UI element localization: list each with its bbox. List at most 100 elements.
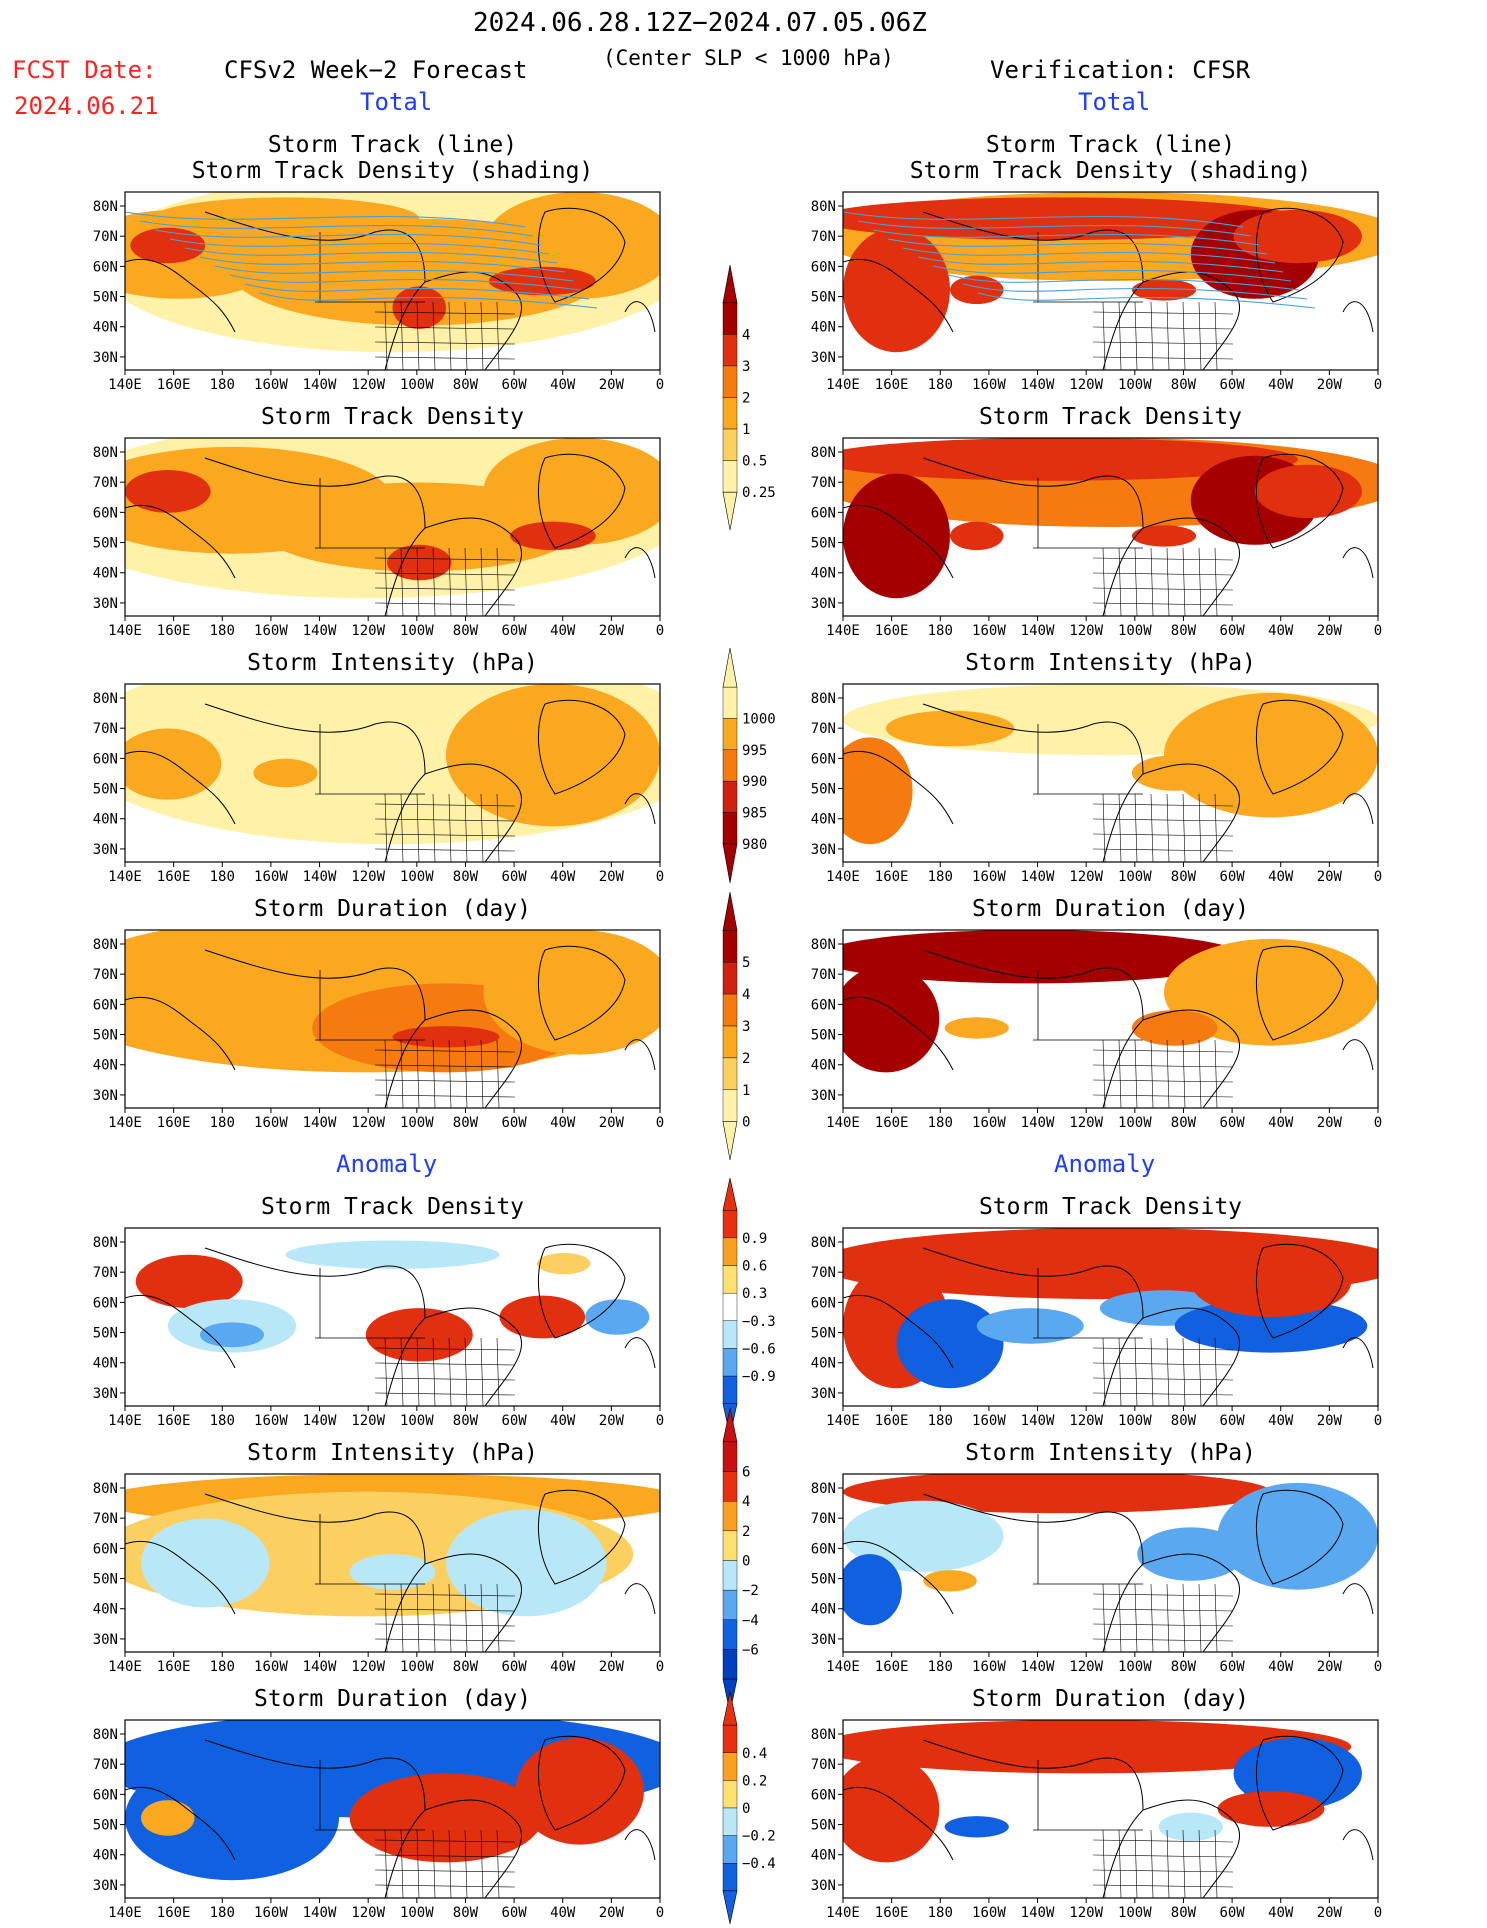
map-duration-anomaly-forecast: 80N 70N 60N 50N 40N 30N 140E 160E 180 160W 140W 120…: [93, 1719, 664, 1921]
lon-tick-label: 100W: [400, 1905, 434, 1921]
lon-tick-label: 60W: [501, 1905, 527, 1921]
shaded-region: [976, 1308, 1084, 1344]
shaded-region: [843, 197, 1298, 241]
lon-tick-label: 160W: [254, 1115, 288, 1131]
lon-tick-label: 80W: [453, 869, 479, 885]
lat-tick-label: 80N: [811, 691, 836, 707]
shaded-region: [130, 227, 206, 264]
lat-tick-label: 40N: [93, 1058, 118, 1074]
colorbar-swatch: [722, 1500, 738, 1532]
lon-tick-label: 120W: [351, 1413, 385, 1429]
lon-tick-label: 0: [1374, 377, 1382, 393]
colorbar-label: 985: [742, 806, 767, 822]
colorbar-swatch: [722, 961, 738, 995]
lon-tick-label: 140W: [1021, 623, 1055, 639]
lon-tick-label: 120W: [351, 623, 385, 639]
left-total-label: Total: [360, 88, 433, 116]
colorbar-swatch: [722, 930, 738, 963]
lon-tick-label: 160E: [875, 1659, 909, 1675]
lon-tick-label: 140W: [303, 869, 337, 885]
lon-tick-label: 0: [1374, 1115, 1382, 1131]
lat-tick-label: 80N: [811, 1235, 836, 1251]
map-frame: [842, 683, 1379, 863]
lon-tick-label: 20W: [599, 1115, 625, 1131]
lon-tick-label: 80W: [453, 1905, 479, 1921]
lon-tick-label: 120W: [1069, 1659, 1103, 1675]
shaded-region: [843, 965, 940, 1073]
lon-tick-label: 60W: [1219, 869, 1245, 885]
shaded-region: [285, 1240, 500, 1269]
lon-tick-label: 0: [1374, 1659, 1382, 1675]
lat-tick-label: 70N: [811, 1265, 836, 1281]
lon-tick-label: 160E: [157, 1905, 191, 1921]
lon-tick-label: 140W: [1021, 869, 1055, 885]
shaded-region: [1217, 1791, 1325, 1827]
shaded-region: [843, 473, 950, 599]
lon-tick-label: 20W: [1317, 623, 1343, 639]
colorbar-label: 0.9: [742, 1231, 767, 1247]
map-intensity-total-verification: 80N 70N 60N 50N 40N 30N 140E 160E 180 160W 140W 120…: [811, 683, 1382, 885]
lon-tick-label: 100W: [400, 1413, 434, 1429]
map-track-total-forecast: 80N 70N 60N 50N 40N 30N 140E 160E 180 160W 140W 120…: [93, 191, 664, 393]
shaded-region: [365, 1308, 473, 1362]
shaded-region: [483, 930, 660, 1055]
lon-tick-label: 160W: [254, 377, 288, 393]
colorbar-swatch: [722, 1619, 738, 1650]
lat-tick-label: 30N: [93, 1632, 118, 1648]
colorbar-swatch: [722, 1752, 738, 1781]
lon-tick-label: 140E: [826, 1905, 860, 1921]
colorbar-label: −0.3: [742, 1314, 776, 1330]
lon-tick-label: 160E: [875, 869, 909, 885]
lat-tick-label: 50N: [93, 1028, 118, 1044]
lon-tick-label: 80W: [453, 1115, 479, 1131]
lon-tick-label: 160W: [972, 869, 1006, 885]
colorbar-swatch: [722, 1589, 738, 1621]
lon-tick-label: 60W: [1219, 1659, 1245, 1675]
colorbar-swatch: [722, 1025, 738, 1059]
colorbar-swatch: [722, 1057, 738, 1091]
lat-tick-label: 50N: [811, 782, 836, 798]
map-intensity-anomaly-verification: 80N 70N 60N 50N 40N 30N 140E 160E 180 160W 140W 120…: [811, 1473, 1382, 1675]
map-frame: [842, 1227, 1379, 1407]
colorbar-swatch: [722, 1863, 738, 1892]
lon-tick-label: 100W: [400, 869, 434, 885]
lat-tick-label: 70N: [93, 1511, 118, 1527]
lat-tick-label: 50N: [811, 1326, 836, 1342]
panel-title-intensity-left: Storm Intensity (hPa): [247, 650, 538, 676]
lat-tick-label: 60N: [811, 751, 836, 767]
colorbar-swatch: [722, 1292, 738, 1322]
lon-tick-label: 140W: [1021, 1659, 1055, 1675]
lon-tick-label: 140E: [108, 869, 142, 885]
map-duration-anomaly-verification: 80N 70N 60N 50N 40N 30N 140E 160E 180 160W 140W 120…: [811, 1719, 1382, 1921]
colorbar-swatch: [722, 1265, 738, 1294]
lat-tick-label: 50N: [811, 290, 836, 306]
colorbar-swatch: [722, 780, 738, 813]
lon-tick-label: 120W: [1069, 869, 1103, 885]
lon-tick-label: 160E: [157, 1659, 191, 1675]
shaded-region: [843, 227, 950, 353]
lat-tick-label: 80N: [93, 937, 118, 953]
lat-tick-label: 60N: [93, 259, 118, 275]
lon-tick-label: 180: [928, 1905, 953, 1921]
lat-tick-label: 40N: [811, 320, 836, 336]
lat-tick-label: 30N: [93, 1386, 118, 1402]
map-frame: [842, 929, 1379, 1109]
lon-tick-label: 140W: [1021, 1905, 1055, 1921]
fcst-date: 2024.06.21: [14, 92, 159, 120]
map-track-total-verification: 80N 70N 60N 50N 40N 30N 140E 160E 180 160W 140W 120…: [811, 191, 1382, 393]
colorbar-label: 1000: [742, 712, 776, 728]
lon-tick-label: 60W: [501, 1115, 527, 1131]
shaded-region: [1164, 938, 1378, 1046]
lon-tick-label: 180: [210, 1115, 235, 1131]
lat-tick-label: 40N: [93, 1356, 118, 1372]
colorbar-swatch: [722, 1471, 738, 1502]
colorbar-swatch: [722, 365, 738, 398]
lon-tick-label: 0: [1374, 1413, 1382, 1429]
lon-tick-label: 100W: [400, 377, 434, 393]
lon-tick-label: 100W: [1118, 377, 1152, 393]
panel-title-duration-anom-right: Storm Duration (day): [972, 1686, 1249, 1712]
lon-tick-label: 40W: [550, 1413, 576, 1429]
lat-tick-label: 60N: [811, 1541, 836, 1557]
colorbar-label: 2: [742, 1051, 750, 1067]
colorbar-label: 990: [742, 774, 767, 790]
